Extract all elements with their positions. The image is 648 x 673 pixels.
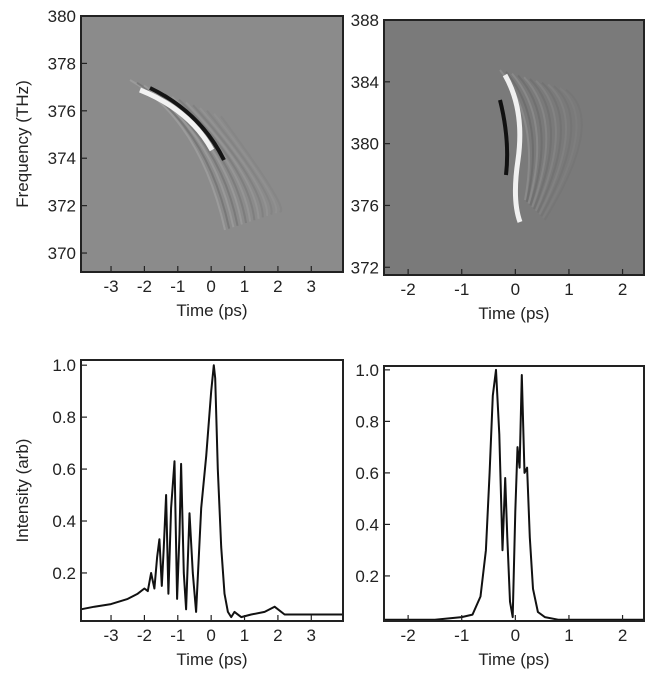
y-tick-label: 380 bbox=[48, 7, 76, 26]
y-tick-label: 0.8 bbox=[52, 408, 76, 427]
x-tick-label: 2 bbox=[618, 280, 627, 299]
plot-frame bbox=[383, 365, 645, 622]
streak-bright bbox=[502, 73, 523, 223]
x-tick-label: 1 bbox=[240, 277, 249, 296]
fringe bbox=[220, 115, 283, 213]
y-tick-label: 370 bbox=[48, 244, 76, 263]
fringe bbox=[523, 76, 548, 208]
y-tick-label: 372 bbox=[48, 197, 76, 216]
intensity-line bbox=[80, 364, 343, 619]
spectrogram bbox=[384, 20, 644, 275]
y-tick-label: 0.2 bbox=[52, 564, 76, 583]
x-tick-label: 1 bbox=[240, 626, 249, 645]
fringe bbox=[517, 74, 543, 206]
x-axis-label: Time (ps) bbox=[478, 650, 549, 669]
streak-bright bbox=[139, 87, 215, 152]
fringe bbox=[540, 85, 573, 217]
y-axis-label: Intensity (arb) bbox=[13, 439, 32, 543]
x-tick-label: -1 bbox=[454, 280, 469, 299]
x-tick-label: 0 bbox=[511, 280, 520, 299]
x-tick-label: 0 bbox=[511, 626, 520, 645]
x-axis-label: Time (ps) bbox=[176, 301, 247, 320]
x-tick-label: 2 bbox=[273, 626, 282, 645]
plot-frame bbox=[383, 19, 645, 276]
fringe bbox=[192, 104, 264, 218]
fringe bbox=[534, 80, 557, 212]
x-tick-label: 3 bbox=[307, 277, 316, 296]
x-tick-label: 2 bbox=[618, 626, 627, 645]
fringe bbox=[199, 107, 269, 217]
y-tick-label: 1.0 bbox=[355, 361, 379, 380]
spectrogram-features bbox=[129, 79, 283, 231]
fringe bbox=[505, 71, 535, 203]
x-tick-label: -3 bbox=[103, 626, 118, 645]
intensity-line bbox=[384, 368, 644, 621]
plot-frame bbox=[80, 15, 344, 273]
x-tick-label: -2 bbox=[137, 277, 152, 296]
y-tick-label: 0.4 bbox=[355, 515, 379, 534]
x-tick-label: -1 bbox=[454, 626, 469, 645]
x-tick-label: -2 bbox=[401, 280, 416, 299]
y-tick-label: 0.6 bbox=[52, 460, 76, 479]
y-tick-label: 376 bbox=[48, 102, 76, 121]
y-tick-label: 0.8 bbox=[355, 412, 379, 431]
y-tick-label: 0.4 bbox=[52, 512, 76, 531]
x-tick-label: 3 bbox=[307, 626, 316, 645]
streak-dark bbox=[149, 86, 226, 161]
x-tick-label: 1 bbox=[564, 626, 573, 645]
y-tick-label: 384 bbox=[351, 73, 379, 92]
y-tick-label: 378 bbox=[48, 54, 76, 73]
fringe bbox=[511, 72, 539, 204]
fringe bbox=[529, 78, 553, 210]
x-tick-label: 1 bbox=[564, 280, 573, 299]
x-axis-label: Time (ps) bbox=[176, 650, 247, 669]
y-axis-label: Frequency (THz) bbox=[13, 80, 32, 208]
y-tick-label: 372 bbox=[351, 258, 379, 277]
x-tick-label: -2 bbox=[401, 626, 416, 645]
x-tick-label: -3 bbox=[103, 277, 118, 296]
fringe bbox=[185, 101, 260, 219]
fringe bbox=[543, 89, 583, 221]
fringe bbox=[178, 98, 256, 221]
fringe bbox=[213, 112, 278, 214]
fringe bbox=[542, 87, 578, 219]
x-tick-label: -1 bbox=[170, 626, 185, 645]
x-tick-label: 2 bbox=[273, 277, 282, 296]
spectrogram-features bbox=[498, 69, 583, 223]
y-tick-label: 0.2 bbox=[355, 567, 379, 586]
y-tick-label: 376 bbox=[351, 196, 379, 215]
x-tick-label: -1 bbox=[170, 277, 185, 296]
y-tick-label: 374 bbox=[48, 149, 76, 168]
x-tick-label: 0 bbox=[206, 626, 215, 645]
y-tick-label: 1.0 bbox=[52, 356, 76, 375]
y-tick-label: 0.6 bbox=[355, 464, 379, 483]
x-tick-label: -2 bbox=[137, 626, 152, 645]
x-tick-label: 0 bbox=[206, 277, 215, 296]
streak-dark bbox=[498, 99, 510, 176]
y-tick-label: 380 bbox=[351, 135, 379, 154]
plot-frame bbox=[80, 359, 344, 622]
fringe bbox=[538, 83, 568, 215]
x-axis-label: Time (ps) bbox=[478, 304, 549, 323]
fringe bbox=[206, 110, 273, 215]
y-tick-label: 388 bbox=[351, 11, 379, 30]
fringe bbox=[536, 81, 562, 214]
fringe bbox=[157, 90, 243, 225]
